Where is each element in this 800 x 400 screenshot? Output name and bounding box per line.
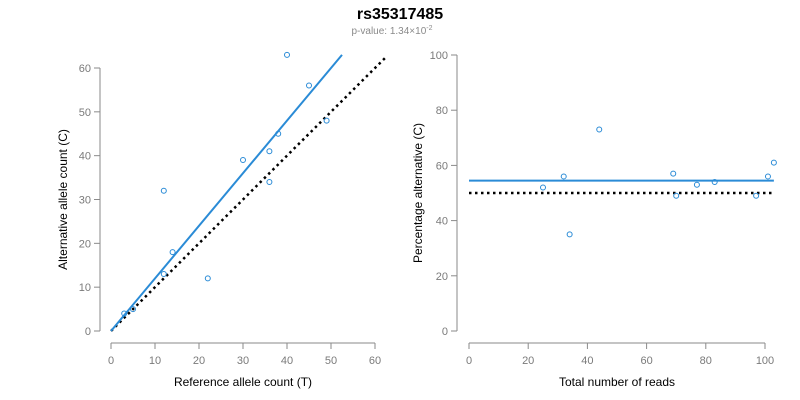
x-tick-label: 20 [522, 355, 534, 367]
data-point [770, 159, 777, 166]
x-tick-label: 40 [581, 355, 593, 367]
y-tick-label: 20 [79, 238, 91, 250]
x-tick-label: 40 [281, 355, 293, 367]
x-tick-label: 30 [237, 355, 249, 367]
x-axis-label: Reference allele count (T) [174, 375, 312, 389]
data-point [693, 181, 700, 188]
y-tick-label: 50 [79, 107, 91, 119]
y-tick-label: 80 [436, 105, 448, 117]
y-tick-label: 10 [79, 282, 91, 294]
x-axis-label: Total number of reads [559, 375, 675, 389]
chart-subtitle: p-value: 1.34×10-2 [351, 25, 432, 37]
fit-line [110, 54, 343, 332]
data-point [284, 51, 290, 58]
data-point [560, 173, 567, 180]
y-tick-label: 60 [79, 63, 91, 75]
data-point [121, 310, 128, 317]
data-point [204, 275, 211, 282]
data-point [673, 192, 680, 199]
y-tick-label: 0 [85, 326, 91, 338]
chart-title: rs35317485 [357, 6, 443, 23]
data-point [540, 184, 546, 191]
data-point [566, 231, 573, 238]
y-tick-label: 0 [442, 326, 448, 338]
y-axis-label: Percentage alternative (C) [411, 123, 425, 263]
data-point [323, 117, 330, 124]
y-tick-label: 100 [430, 50, 448, 62]
x-tick-label: 50 [325, 355, 337, 367]
x-tick-label: 10 [149, 355, 161, 367]
x-tick-label: 100 [756, 355, 774, 367]
data-point [753, 192, 760, 199]
y-tick-label: 40 [79, 151, 91, 163]
x-tick-label: 0 [466, 355, 472, 367]
y-axis-label: Alternative allele count (C) [56, 129, 70, 270]
data-point [130, 306, 136, 313]
data-point [596, 126, 603, 133]
y-tick-label: 30 [79, 195, 91, 207]
reference-line [110, 56, 387, 332]
data-point [169, 249, 176, 256]
x-tick-label: 60 [640, 355, 652, 367]
data-point [160, 271, 167, 278]
data-point [670, 170, 677, 177]
x-tick-label: 60 [369, 355, 381, 367]
y-tick-label: 20 [436, 271, 448, 283]
data-point [275, 130, 282, 137]
pvalue-text: p-value: 1.34×10 [351, 26, 426, 37]
data-point [764, 173, 771, 180]
data-point [266, 148, 273, 155]
data-point [266, 178, 273, 185]
x-tick-label: 20 [193, 355, 205, 367]
data-point [711, 178, 718, 185]
x-tick-label: 0 [108, 355, 114, 367]
y-tick-label: 60 [436, 160, 448, 172]
left-scatter-plot: 0 10 20 30 40 50 60 0 10 20 30 40 50 60 Reference alle… [56, 51, 387, 389]
data-point [240, 157, 246, 164]
pvalue-exponent: -2 [426, 25, 432, 32]
x-tick-label: 80 [700, 355, 712, 367]
right-scatter-plot: 0 20 40 60 80 100 0 20 40 60 80 100 Total number of … [411, 50, 777, 389]
data-point [306, 82, 312, 89]
y-tick-label: 40 [436, 216, 448, 228]
data-point [160, 187, 167, 194]
